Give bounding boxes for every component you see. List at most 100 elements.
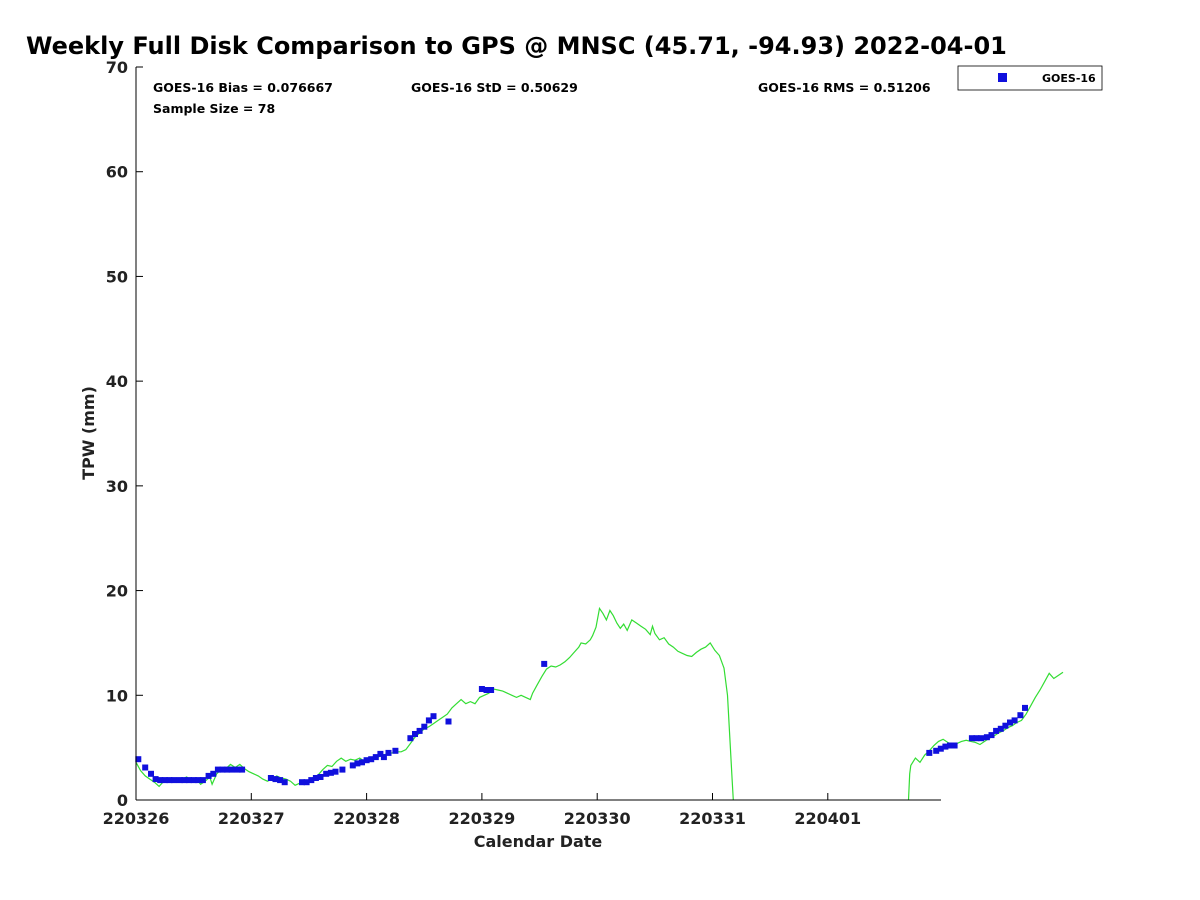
goes-16-point-58 [937,745,944,752]
goes-16-point-70 [1007,719,1013,726]
goes-16-point-31 [323,770,330,777]
plot-area: 0 10 20 30 40 50 60 70 220326 220327 220328 220329… [103,58,1064,828]
goes-16-point-42 [380,754,387,761]
y-tick-label-2: 20 [106,582,128,601]
legend-box [957,65,1103,91]
goes-16-point-16 [214,766,221,773]
goes-16-point-35 [349,762,356,769]
goes-16-point-32 [327,769,334,776]
goes-16-point-50 [430,713,437,720]
x-tick-label-2: 220328 [333,809,400,828]
goes-16-point-67 [993,727,1000,734]
goes-16-point-2 [148,770,154,777]
goes-16-point-69 [1002,722,1009,729]
goes-16-point-28 [308,777,315,784]
y-axis: 0 10 20 30 40 50 60 70 [106,58,143,810]
goes-16-point-64 [978,735,985,742]
goes-16-point-20 [234,766,241,773]
goes-16-point-40 [372,754,379,761]
goes-16-point-0 [135,756,142,763]
goes-16-point-71 [1011,717,1018,724]
y-tick-label-5: 50 [106,267,128,286]
goes-16-point-15 [210,770,217,777]
goes-16-point-72 [1017,712,1024,719]
goes-16-point-52 [478,686,485,692]
goes-16-point-26 [299,779,305,786]
x-tick-label-0: 220326 [103,809,170,828]
goes-16-point-57 [933,747,940,754]
goes-16-point-47 [416,727,423,734]
goes-16-point-11 [190,777,197,784]
legend-marker [998,73,1007,82]
goes-16-point-17 [219,766,226,773]
gps-line [135,606,1064,801]
goes-16-point-63 [973,735,980,742]
goes-16-point-53 [483,687,490,693]
x-tick-label-6: 220401 [794,809,861,828]
std-annotation: GOES-16 StD = 0.50629 [411,80,578,95]
goes-16-point-45 [407,735,414,742]
goes-16-point-18 [224,766,231,773]
goes-16-point-60 [947,742,953,749]
y-tick-label-1: 10 [106,686,128,705]
goes-16-point-36 [354,760,361,767]
x-tick-label-3: 220329 [449,809,516,828]
goes-16-point-12 [195,777,202,784]
legend: GOES-16 [957,65,1103,91]
goes-16-point-22 [267,775,274,781]
y-tick-label-3: 30 [106,477,128,496]
goes-16-point-4 [157,777,164,784]
goes-16-point-68 [997,725,1004,732]
sample-size-annotation: Sample Size = 78 [153,101,275,116]
goes-16-point-9 [181,777,188,784]
goes-16-point-43 [385,749,392,756]
x-tick-label-1: 220327 [218,809,285,828]
chart-title: Weekly Full Disk Comparison to GPS @ MNS… [26,32,1007,60]
goes-16-point-1 [142,764,149,771]
goes-16-point-29 [312,775,319,781]
goes-16-point-62 [968,735,975,742]
goes-16-point-56 [926,749,933,756]
bias-annotation: GOES-16 Bias = 0.076667 [153,80,333,95]
goes-16-point-66 [988,732,995,739]
x-axis: 220326 220327 220328 220329 220330 220331 2204… [103,793,941,828]
goes-16-point-10 [186,777,192,784]
goes-16-point-59 [942,743,949,750]
goes-16-point-48 [421,723,428,730]
goes-16-point-54 [488,687,495,693]
goes-16-point-38 [363,757,370,764]
goes-16-point-51 [445,718,452,725]
goes-16-point-19 [228,766,235,773]
y-tick-label-6: 60 [106,163,128,182]
goes-16-point-37 [359,759,365,766]
gps-line-segment-0 [135,606,734,801]
legend-label: GOES-16 [1042,72,1096,85]
goes-16-point-33 [332,768,339,775]
goes-16-point-5 [161,777,168,784]
goes-16-point-8 [176,777,183,784]
goes-16-point-23 [272,776,279,783]
goes-16-point-27 [303,779,310,786]
goes-16-point-49 [425,717,432,724]
y-axis-label: TPW (mm) [79,386,98,480]
goes-16-point-7 [171,777,177,784]
goes-16-point-3 [152,776,159,783]
y-tick-label-0: 0 [117,791,128,810]
y-tick-label-7: 70 [106,58,128,77]
goes-16-point-25 [281,779,288,786]
goes-16-points [135,660,1028,786]
x-axis-label: Calendar Date [474,832,603,851]
goes-16-point-46 [412,731,418,737]
goes-16-point-41 [377,750,384,757]
rms-annotation: GOES-16 RMS = 0.51206 [758,80,931,95]
goes-16-point-55 [541,660,548,667]
goes-16-point-21 [239,766,246,773]
x-tick-label-4: 220330 [564,809,631,828]
goes-16-point-34 [339,766,346,773]
goes-16-point-61 [951,742,958,749]
goes-16-point-24 [277,777,284,784]
goes-16-point-73 [1022,704,1028,711]
goes-16-point-65 [983,734,990,741]
x-tick-label-5: 220331 [679,809,746,828]
